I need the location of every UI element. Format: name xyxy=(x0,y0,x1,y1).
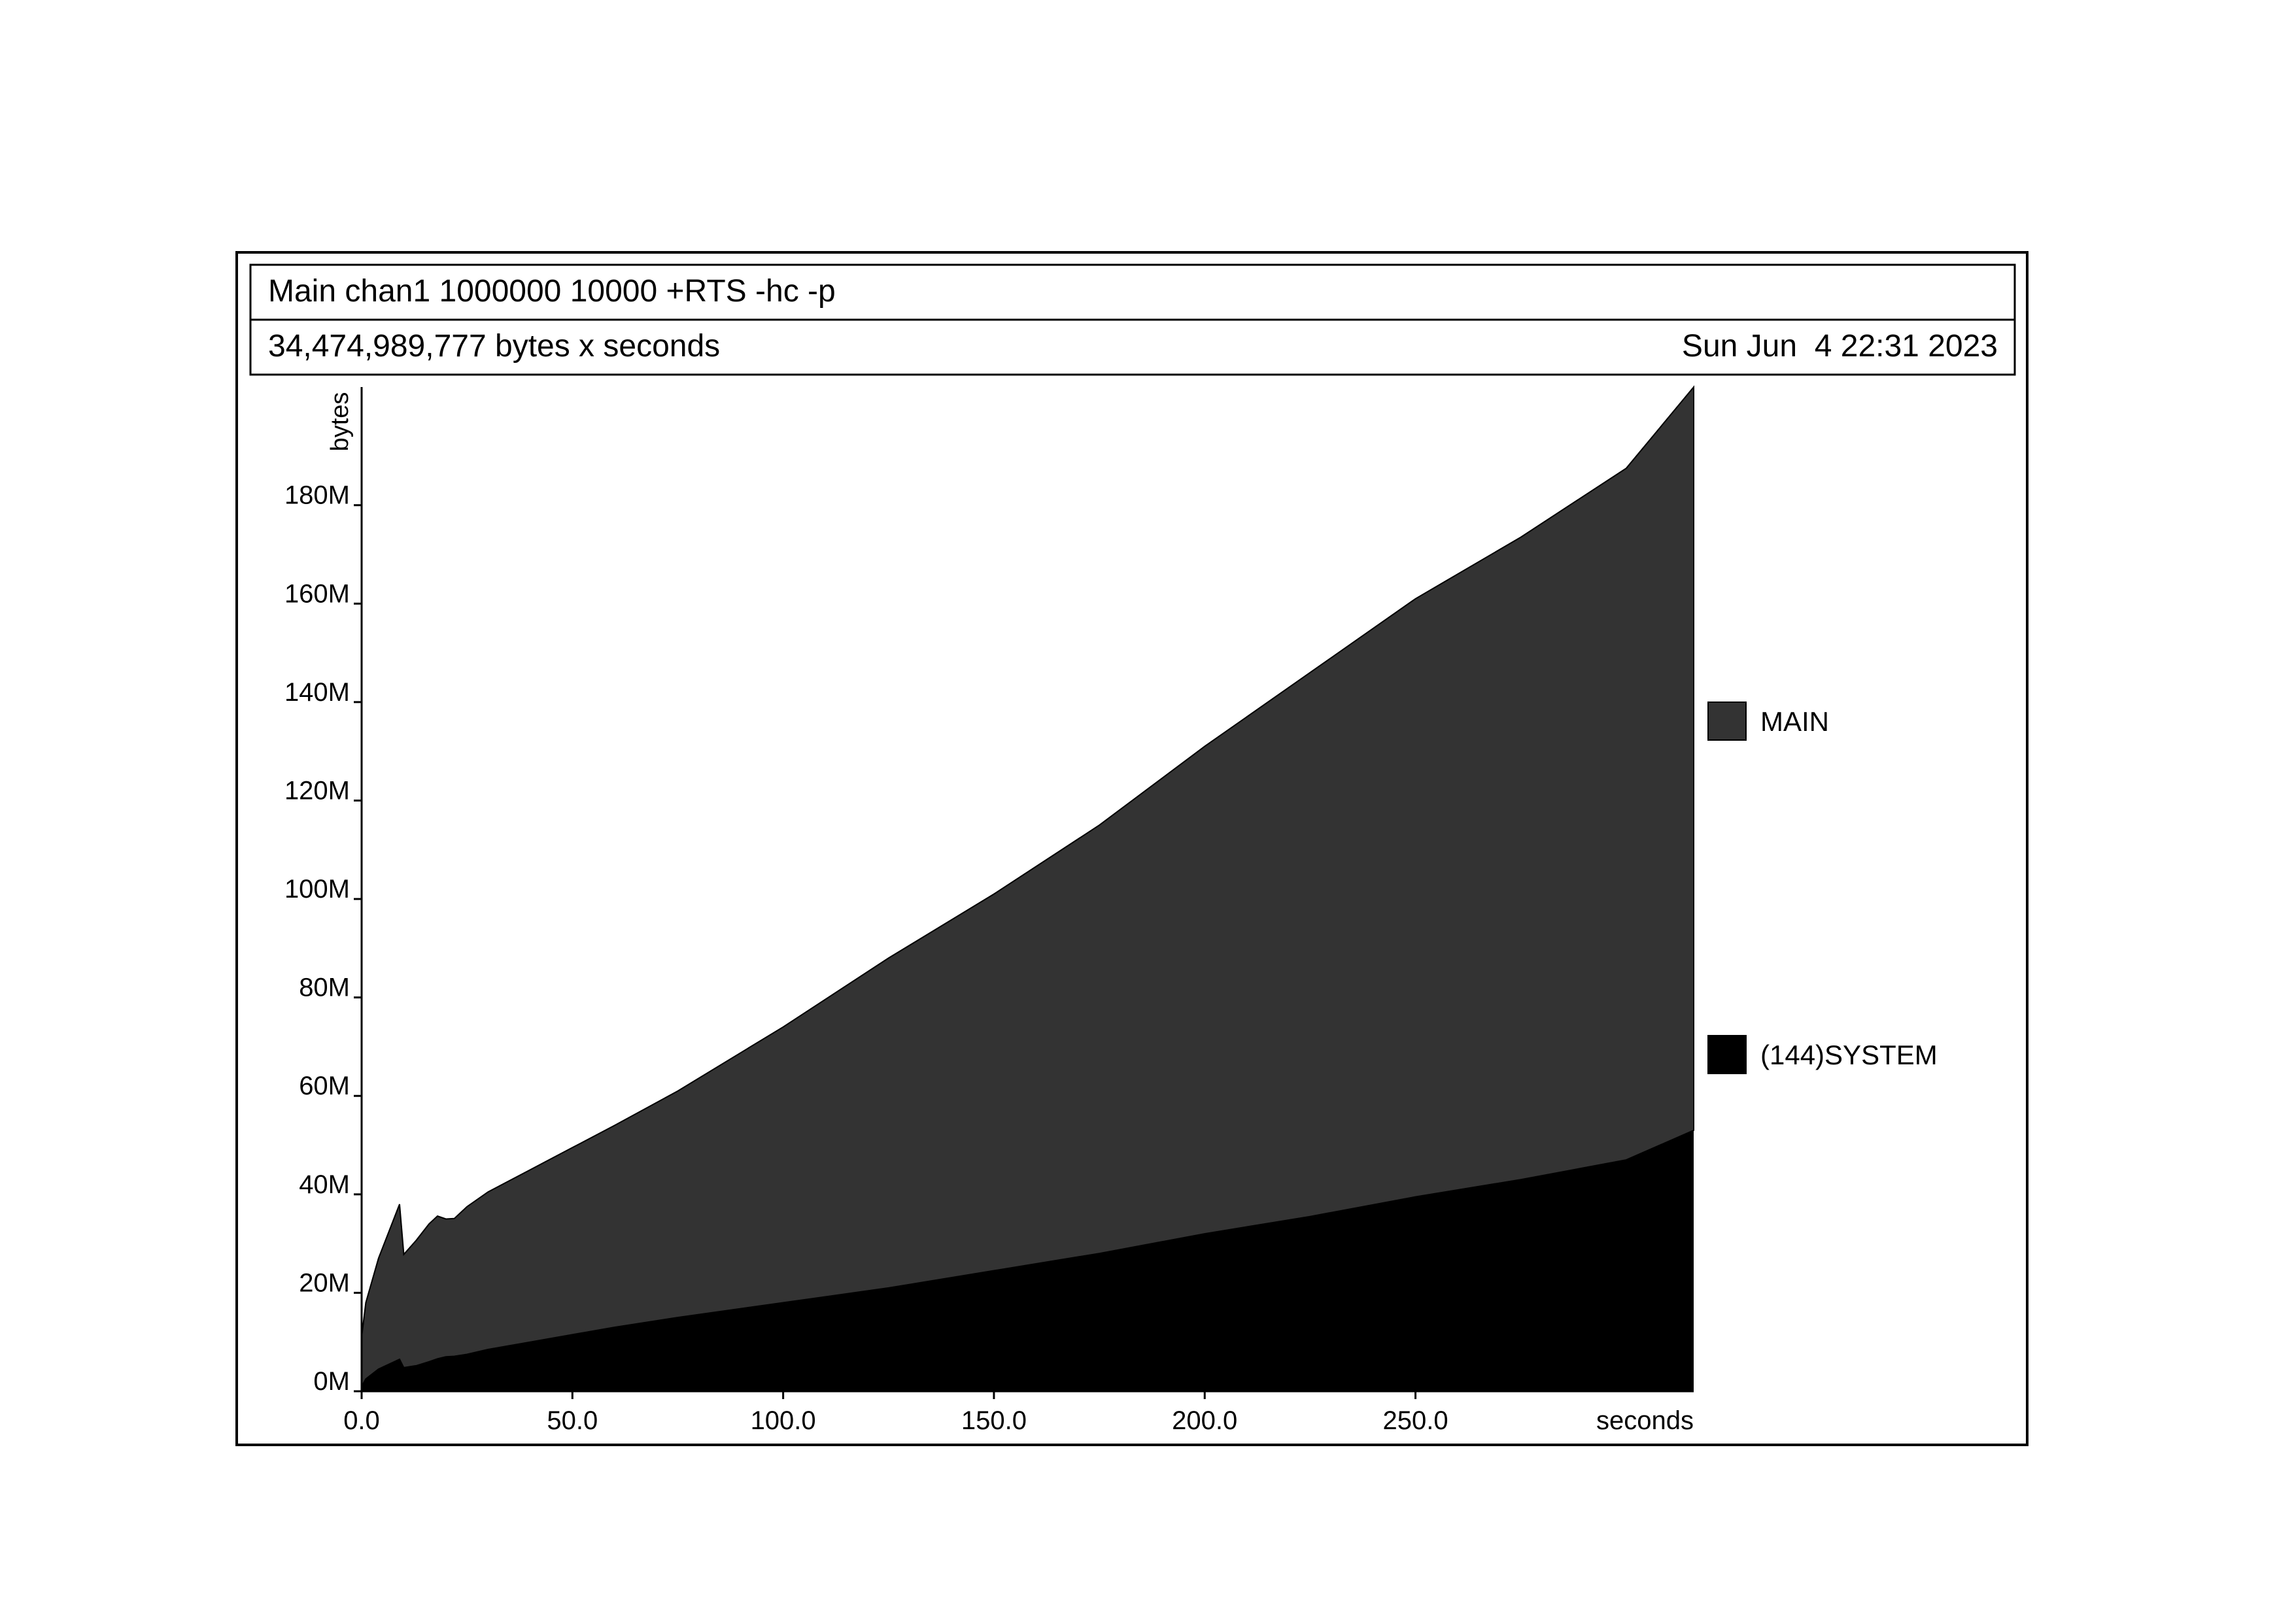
legend-swatch-main xyxy=(1707,702,1747,741)
y-ticks: 0M 20M 40M 60M 80M 100M 120M 140M 160M 180M xyxy=(284,481,362,1396)
outer-frame xyxy=(235,251,2029,1446)
y-axis-label: bytes xyxy=(326,392,354,452)
legend-label-main: MAIN xyxy=(1760,706,1829,737)
y-tick-label: 80M xyxy=(299,973,350,1002)
y-tick-label: 140M xyxy=(284,678,350,707)
legend-swatch-144-system xyxy=(1707,1035,1747,1074)
series-area-144-system xyxy=(362,1130,1694,1391)
y-tick-label: 120M xyxy=(284,776,350,805)
run-date: Sun Jun 4 22:31 2023 xyxy=(1682,329,1998,364)
info-box xyxy=(249,318,2016,376)
x-tick-label: 100.0 xyxy=(751,1406,816,1435)
y-tick-label: 40M xyxy=(299,1170,350,1199)
x-tick-label: 150.0 xyxy=(961,1406,1027,1435)
y-tick-label: 20M xyxy=(299,1268,350,1297)
x-ticks: 0.0 50.0 100.0 150.0 200.0 250.0 xyxy=(343,1391,1448,1435)
x-tick-label: 200.0 xyxy=(1172,1406,1237,1435)
x-tick-label: 250.0 xyxy=(1382,1406,1448,1435)
legend: MAIN (144)SYSTEM xyxy=(1707,702,1938,1074)
bytes-seconds-summary: 34,474,989,777 bytes x seconds xyxy=(268,329,720,364)
x-tick-label: 0.0 xyxy=(343,1406,380,1435)
chart-title: Main chan1 1000000 10000 +RTS -hc -p xyxy=(268,274,836,309)
x-tick-label: 50.0 xyxy=(547,1406,598,1435)
legend-label-144-system: (144)SYSTEM xyxy=(1760,1040,1938,1070)
y-tick-label: 160M xyxy=(284,579,350,608)
x-axis-label: seconds xyxy=(1596,1406,1694,1435)
series-area-main xyxy=(361,385,1694,1389)
y-tick-label: 0M xyxy=(313,1367,350,1396)
y-tick-label: 100M xyxy=(284,875,350,904)
y-tick-label: 180M xyxy=(284,481,350,510)
y-tick-label: 60M xyxy=(299,1072,350,1100)
plot-area xyxy=(361,385,1694,1391)
